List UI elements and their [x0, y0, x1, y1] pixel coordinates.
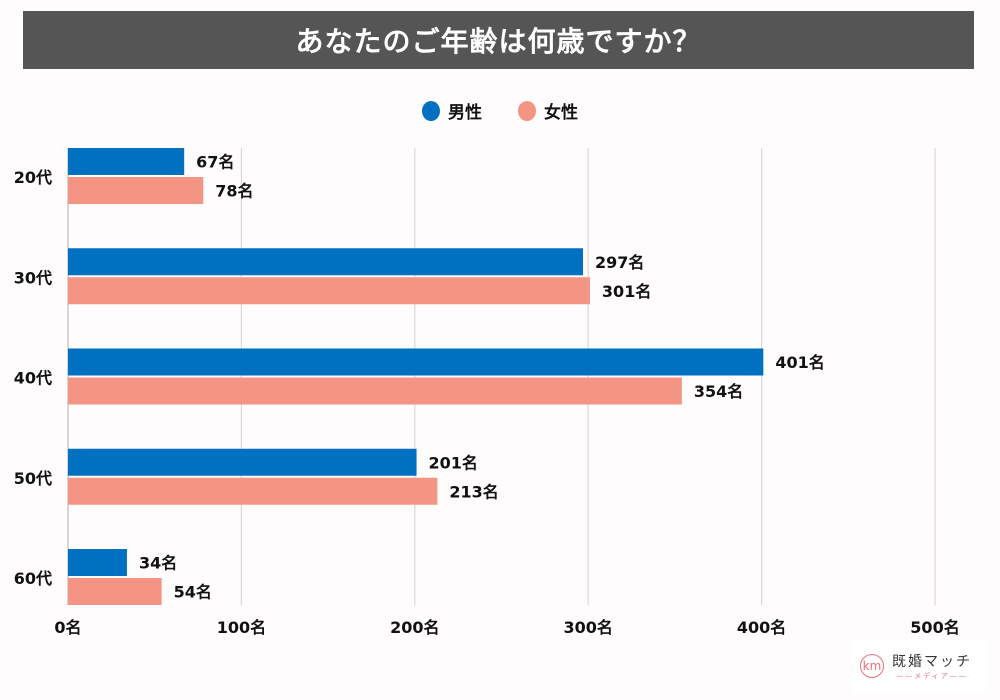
bar-female — [68, 377, 682, 405]
data-label: 301名 — [602, 282, 651, 301]
data-label: 67名 — [196, 153, 234, 172]
x-tick-label: 0名 — [54, 618, 81, 637]
legend-swatch-female — [518, 100, 536, 121]
logo-subtitle: ——メディア—— — [896, 672, 968, 680]
legend-label-male: 男性 — [448, 103, 482, 123]
category-label: 40代 — [14, 369, 52, 388]
bar-male — [68, 248, 583, 276]
bar-male — [68, 348, 764, 376]
data-label: 354名 — [694, 382, 743, 401]
logo-name: 既婚マッチ — [892, 654, 972, 670]
data-label: 297名 — [595, 253, 644, 272]
legend: 男性 女性 — [0, 98, 1000, 123]
logo-mark-icon: km — [860, 654, 884, 678]
category-label: 30代 — [14, 268, 52, 287]
title-bar: あなたのご年齢は何歳ですか？ — [23, 11, 974, 69]
category-label: 60代 — [14, 569, 52, 588]
data-label: 401名 — [775, 353, 824, 372]
data-label: 213名 — [449, 482, 498, 501]
x-tick-label: 200名 — [390, 618, 439, 637]
x-tick-label: 300名 — [563, 618, 612, 637]
bar-female — [68, 477, 438, 505]
category-label: 20代 — [14, 168, 52, 187]
bar-female — [68, 277, 590, 305]
legend-item-female: 女性 — [518, 98, 578, 123]
x-tick-label: 100名 — [217, 618, 266, 637]
x-tick-label: 500名 — [910, 618, 959, 637]
bar-male — [68, 448, 417, 476]
category-label: 50代 — [14, 469, 52, 488]
bar-female — [68, 578, 162, 605]
data-label: 201名 — [429, 453, 478, 472]
data-label: 54名 — [174, 583, 212, 602]
bar-female — [68, 177, 204, 204]
bar-male — [68, 549, 127, 576]
data-label: 34名 — [139, 554, 177, 573]
legend-swatch-male — [422, 100, 440, 121]
chart-title: あなたのご年齢は何歳ですか？ — [295, 25, 702, 58]
legend-item-male: 男性 — [422, 98, 482, 123]
bar-male — [68, 148, 185, 175]
brand-logo: km 既婚マッチ ——メディア—— — [852, 640, 987, 692]
data-label: 78名 — [215, 182, 253, 201]
legend-label-female: 女性 — [544, 103, 578, 123]
x-tick-label: 400名 — [737, 618, 786, 637]
